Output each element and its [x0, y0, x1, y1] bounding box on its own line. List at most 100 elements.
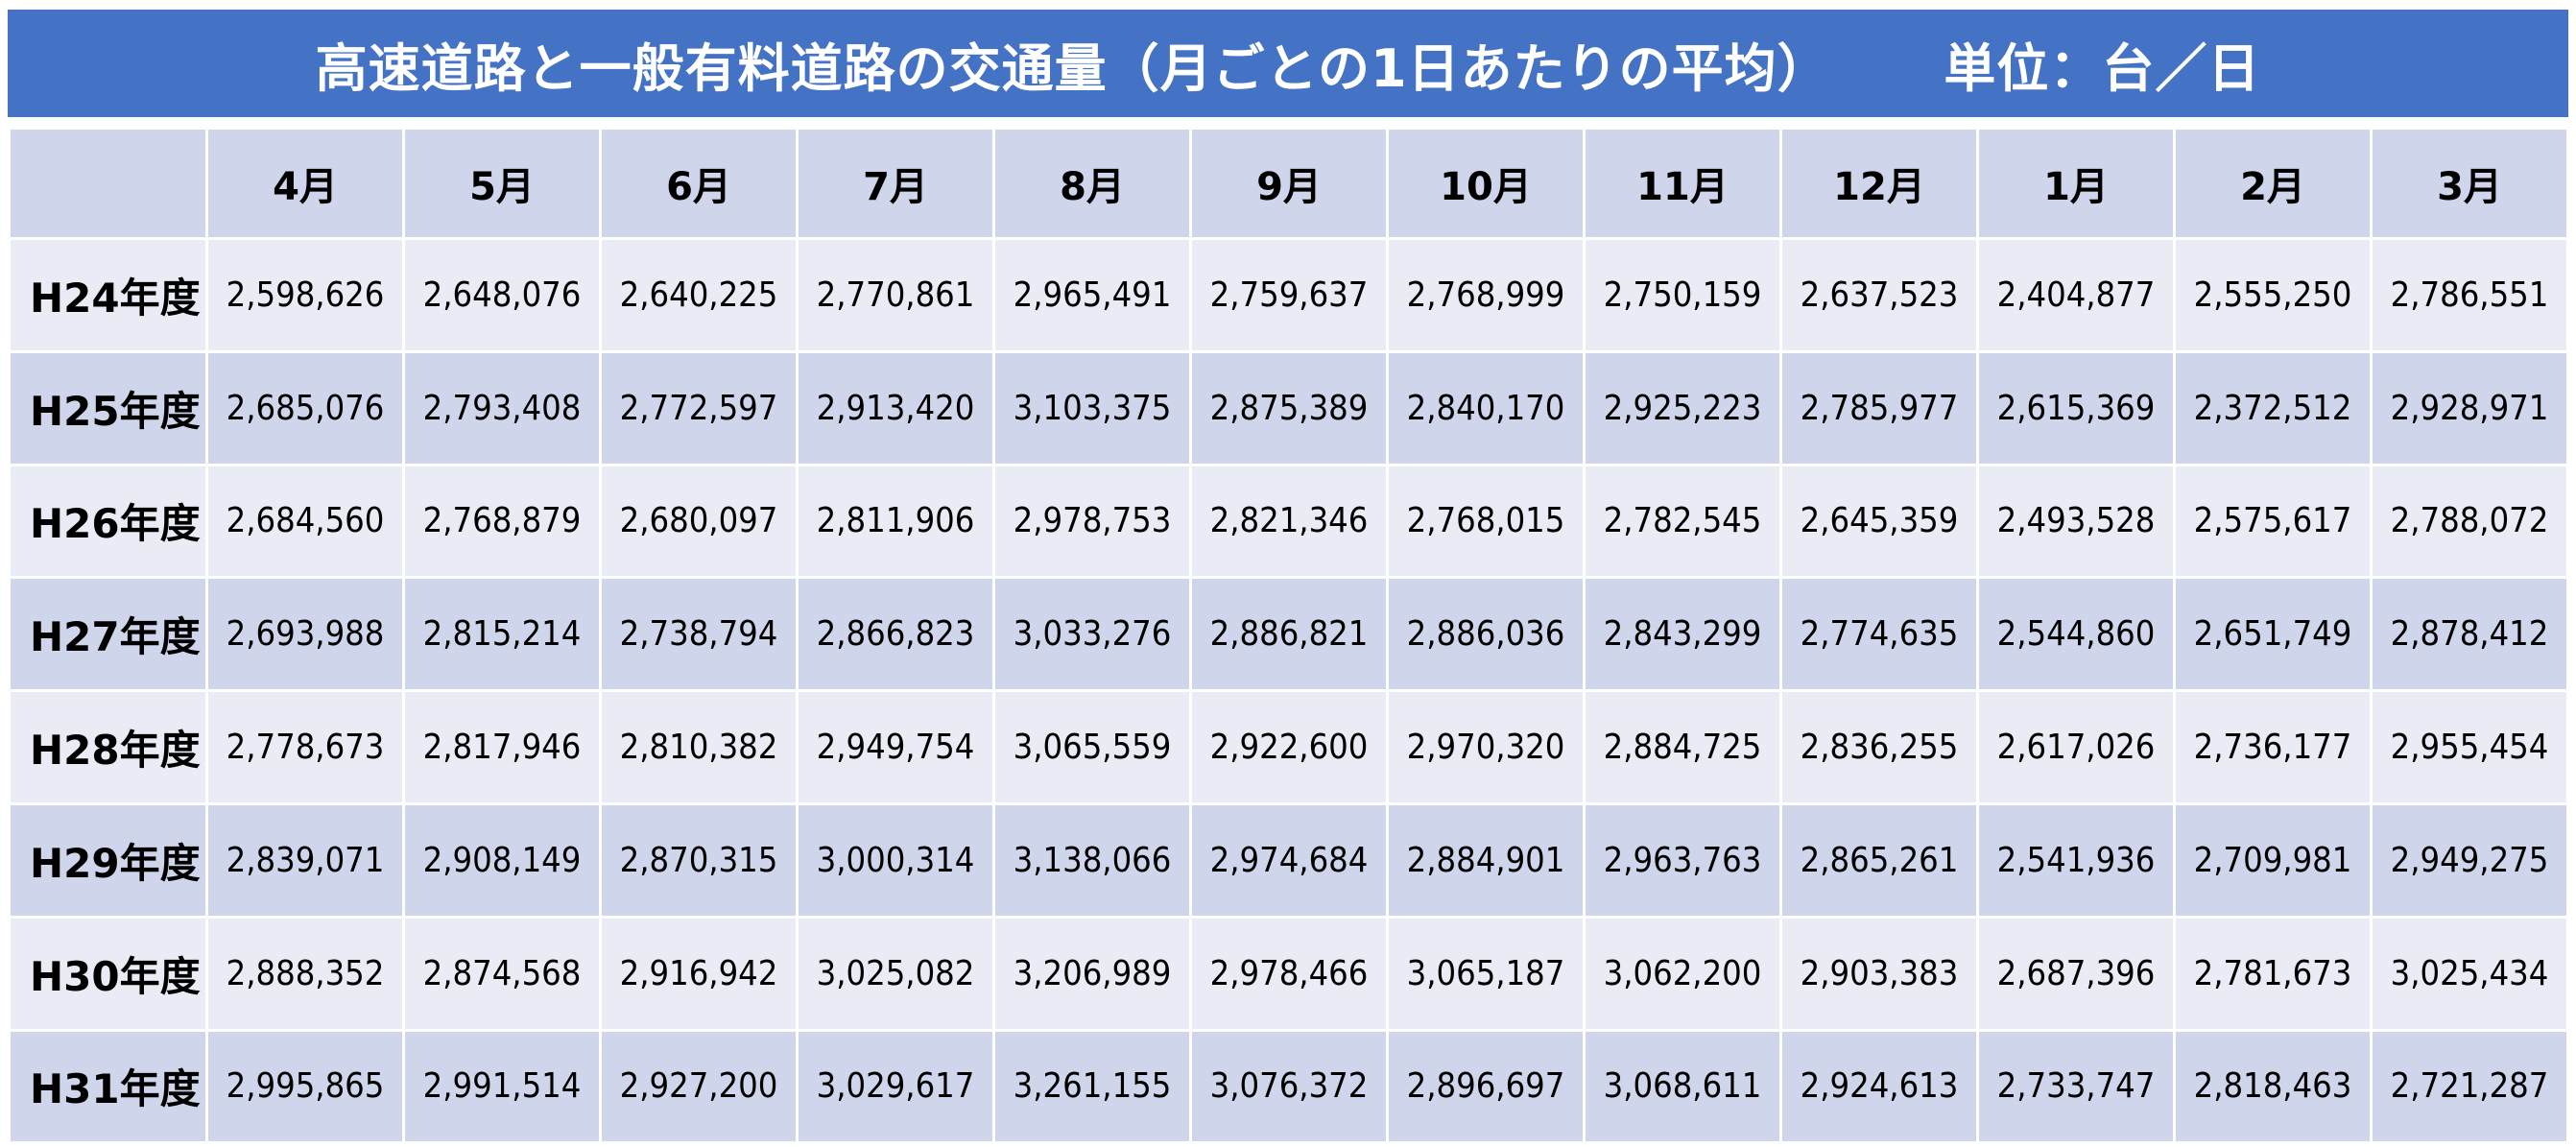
table-cell: 2,404,877: [1976, 237, 2176, 353]
table-cell: 2,687,396: [1976, 915, 2176, 1032]
table-cell: 2,978,466: [1189, 915, 1389, 1032]
table-cell: 2,736,177: [2173, 689, 2373, 805]
table-cell: 2,870,315: [599, 801, 799, 919]
table-row: H31年度 2,995,865 2,991,514 2,927,200 3,029,61…: [8, 1028, 2569, 1145]
table-cell: 2,648,076: [402, 237, 602, 353]
table-cell: 2,903,383: [1779, 915, 1979, 1032]
table-cell: 2,810,382: [599, 689, 799, 805]
table-cell: 2,750,159: [1583, 237, 1782, 353]
table-cell: 2,843,299: [1583, 576, 1782, 693]
table-cell: 2,788,072: [2370, 463, 2569, 580]
table-cell: 2,874,568: [402, 915, 602, 1032]
table-cell: 2,772,597: [599, 349, 799, 466]
table-row: H26年度 2,684,560 2,768,879 2,680,097 2,811,90…: [8, 463, 2569, 580]
table-cell: 2,778,673: [205, 689, 405, 805]
table-cell: 2,786,551: [2370, 237, 2569, 353]
table-cell: 2,685,076: [205, 349, 405, 466]
table-cell: 2,840,170: [1386, 349, 1586, 466]
row-header: H29年度: [8, 801, 208, 919]
table-cell: 2,927,200: [599, 1028, 799, 1145]
table-cell: 2,782,545: [1583, 463, 1782, 580]
table-cell: 2,684,560: [205, 463, 405, 580]
table-cell: 2,709,981: [2173, 801, 2373, 919]
table-cell: 2,817,946: [402, 689, 602, 805]
table-cell: 2,768,015: [1386, 463, 1586, 580]
table-cell: 3,261,155: [992, 1028, 1192, 1145]
title-bar: 高速道路と一般有料道路の交通量（月ごとの1日あたりの平均） 単位：台／日: [8, 10, 2568, 117]
table-cell: 2,884,901: [1386, 801, 1586, 919]
table-row: H27年度 2,693,988 2,815,214 2,738,794 2,866,82…: [8, 576, 2569, 693]
table-row: H28年度 2,778,673 2,817,946 2,810,382 2,949,75…: [8, 689, 2569, 805]
column-header: 12月: [1779, 127, 1979, 240]
table-cell: 3,206,989: [992, 915, 1192, 1032]
table-cell: 2,821,346: [1189, 463, 1389, 580]
row-header: H27年度: [8, 576, 208, 693]
column-header: 3月: [2370, 127, 2569, 240]
table-cell: 2,955,454: [2370, 689, 2569, 805]
column-header: 1月: [1976, 127, 2176, 240]
table-cell: 2,896,697: [1386, 1028, 1586, 1145]
table-cell: 2,768,879: [402, 463, 602, 580]
table-cell: 2,811,906: [796, 463, 995, 580]
table-cell: 2,875,389: [1189, 349, 1389, 466]
table-cell: 2,995,865: [205, 1028, 405, 1145]
table-cell: 2,815,214: [402, 576, 602, 693]
title-main: 高速道路と一般有料道路の交通量（月ごとの1日あたりの平均）: [315, 37, 1830, 99]
traffic-table: 4月 5月 6月 7月 8月 9月 10月 11月 12月 1月 2月 3月 H24年度 2,598,6…: [8, 127, 2569, 1145]
table-cell: 2,922,600: [1189, 689, 1389, 805]
table-cell: 2,949,275: [2370, 801, 2569, 919]
table-cell: 2,866,823: [796, 576, 995, 693]
table-cell: 2,839,071: [205, 801, 405, 919]
table-cell: 2,637,523: [1779, 237, 1979, 353]
row-header: H28年度: [8, 689, 208, 805]
table-cell: 2,598,626: [205, 237, 405, 353]
table-row: H25年度 2,685,076 2,793,408 2,772,597 2,913,42…: [8, 349, 2569, 466]
table-cell: 2,774,635: [1779, 576, 1979, 693]
table-cell: 2,555,250: [2173, 237, 2373, 353]
header-row: 4月 5月 6月 7月 8月 9月 10月 11月 12月 1月 2月 3月: [8, 127, 2569, 240]
table-cell: 3,076,372: [1189, 1028, 1389, 1145]
table-cell: 3,025,434: [2370, 915, 2569, 1032]
row-header: H26年度: [8, 463, 208, 580]
table-cell: 2,884,725: [1583, 689, 1782, 805]
table-cell: 3,000,314: [796, 801, 995, 919]
table-cell: 2,878,412: [2370, 576, 2569, 693]
table-cell: 2,818,463: [2173, 1028, 2373, 1145]
table-row: H24年度 2,598,626 2,648,076 2,640,225 2,770,86…: [8, 237, 2569, 353]
table-cell: 3,103,375: [992, 349, 1192, 466]
table-cell: 2,733,747: [1976, 1028, 2176, 1145]
table-cell: 2,978,753: [992, 463, 1192, 580]
row-header: H25年度: [8, 349, 208, 466]
table-cell: 2,759,637: [1189, 237, 1389, 353]
table-cell: 2,372,512: [2173, 349, 2373, 466]
table-cell: 3,029,617: [796, 1028, 995, 1145]
table-cell: 2,770,861: [796, 237, 995, 353]
table-cell: 2,913,420: [796, 349, 995, 466]
table-cell: 2,721,287: [2370, 1028, 2569, 1145]
table-body: H24年度 2,598,626 2,648,076 2,640,225 2,770,86…: [8, 237, 2569, 1145]
table-row: H30年度 2,888,352 2,874,568 2,916,942 3,025,08…: [8, 915, 2569, 1032]
table-cell: 2,651,749: [2173, 576, 2373, 693]
table-cell: 2,680,097: [599, 463, 799, 580]
table-cell: 2,640,225: [599, 237, 799, 353]
table-cell: 2,974,684: [1189, 801, 1389, 919]
row-header: H30年度: [8, 915, 208, 1032]
table-cell: 2,738,794: [599, 576, 799, 693]
table-cell: 2,615,369: [1976, 349, 2176, 466]
table-cell: 2,785,977: [1779, 349, 1979, 466]
table-frame: 高速道路と一般有料道路の交通量（月ごとの1日あたりの平均） 単位：台／日 4月 5…: [8, 10, 2569, 1145]
table-cell: 2,965,491: [992, 237, 1192, 353]
corner-cell: [8, 127, 208, 240]
table-cell: 2,924,613: [1779, 1028, 1979, 1145]
table-cell: 3,025,082: [796, 915, 995, 1032]
table-cell: 2,963,763: [1583, 801, 1782, 919]
table-row: H29年度 2,839,071 2,908,149 2,870,315 3,000,31…: [8, 801, 2569, 919]
table-cell: 2,970,320: [1386, 689, 1586, 805]
table-cell: 2,575,617: [2173, 463, 2373, 580]
table-cell: 2,886,821: [1189, 576, 1389, 693]
table-cell: 3,138,066: [992, 801, 1192, 919]
column-header: 10月: [1386, 127, 1586, 240]
table-cell: 2,836,255: [1779, 689, 1979, 805]
column-header: 8月: [992, 127, 1192, 240]
column-header: 2月: [2173, 127, 2373, 240]
